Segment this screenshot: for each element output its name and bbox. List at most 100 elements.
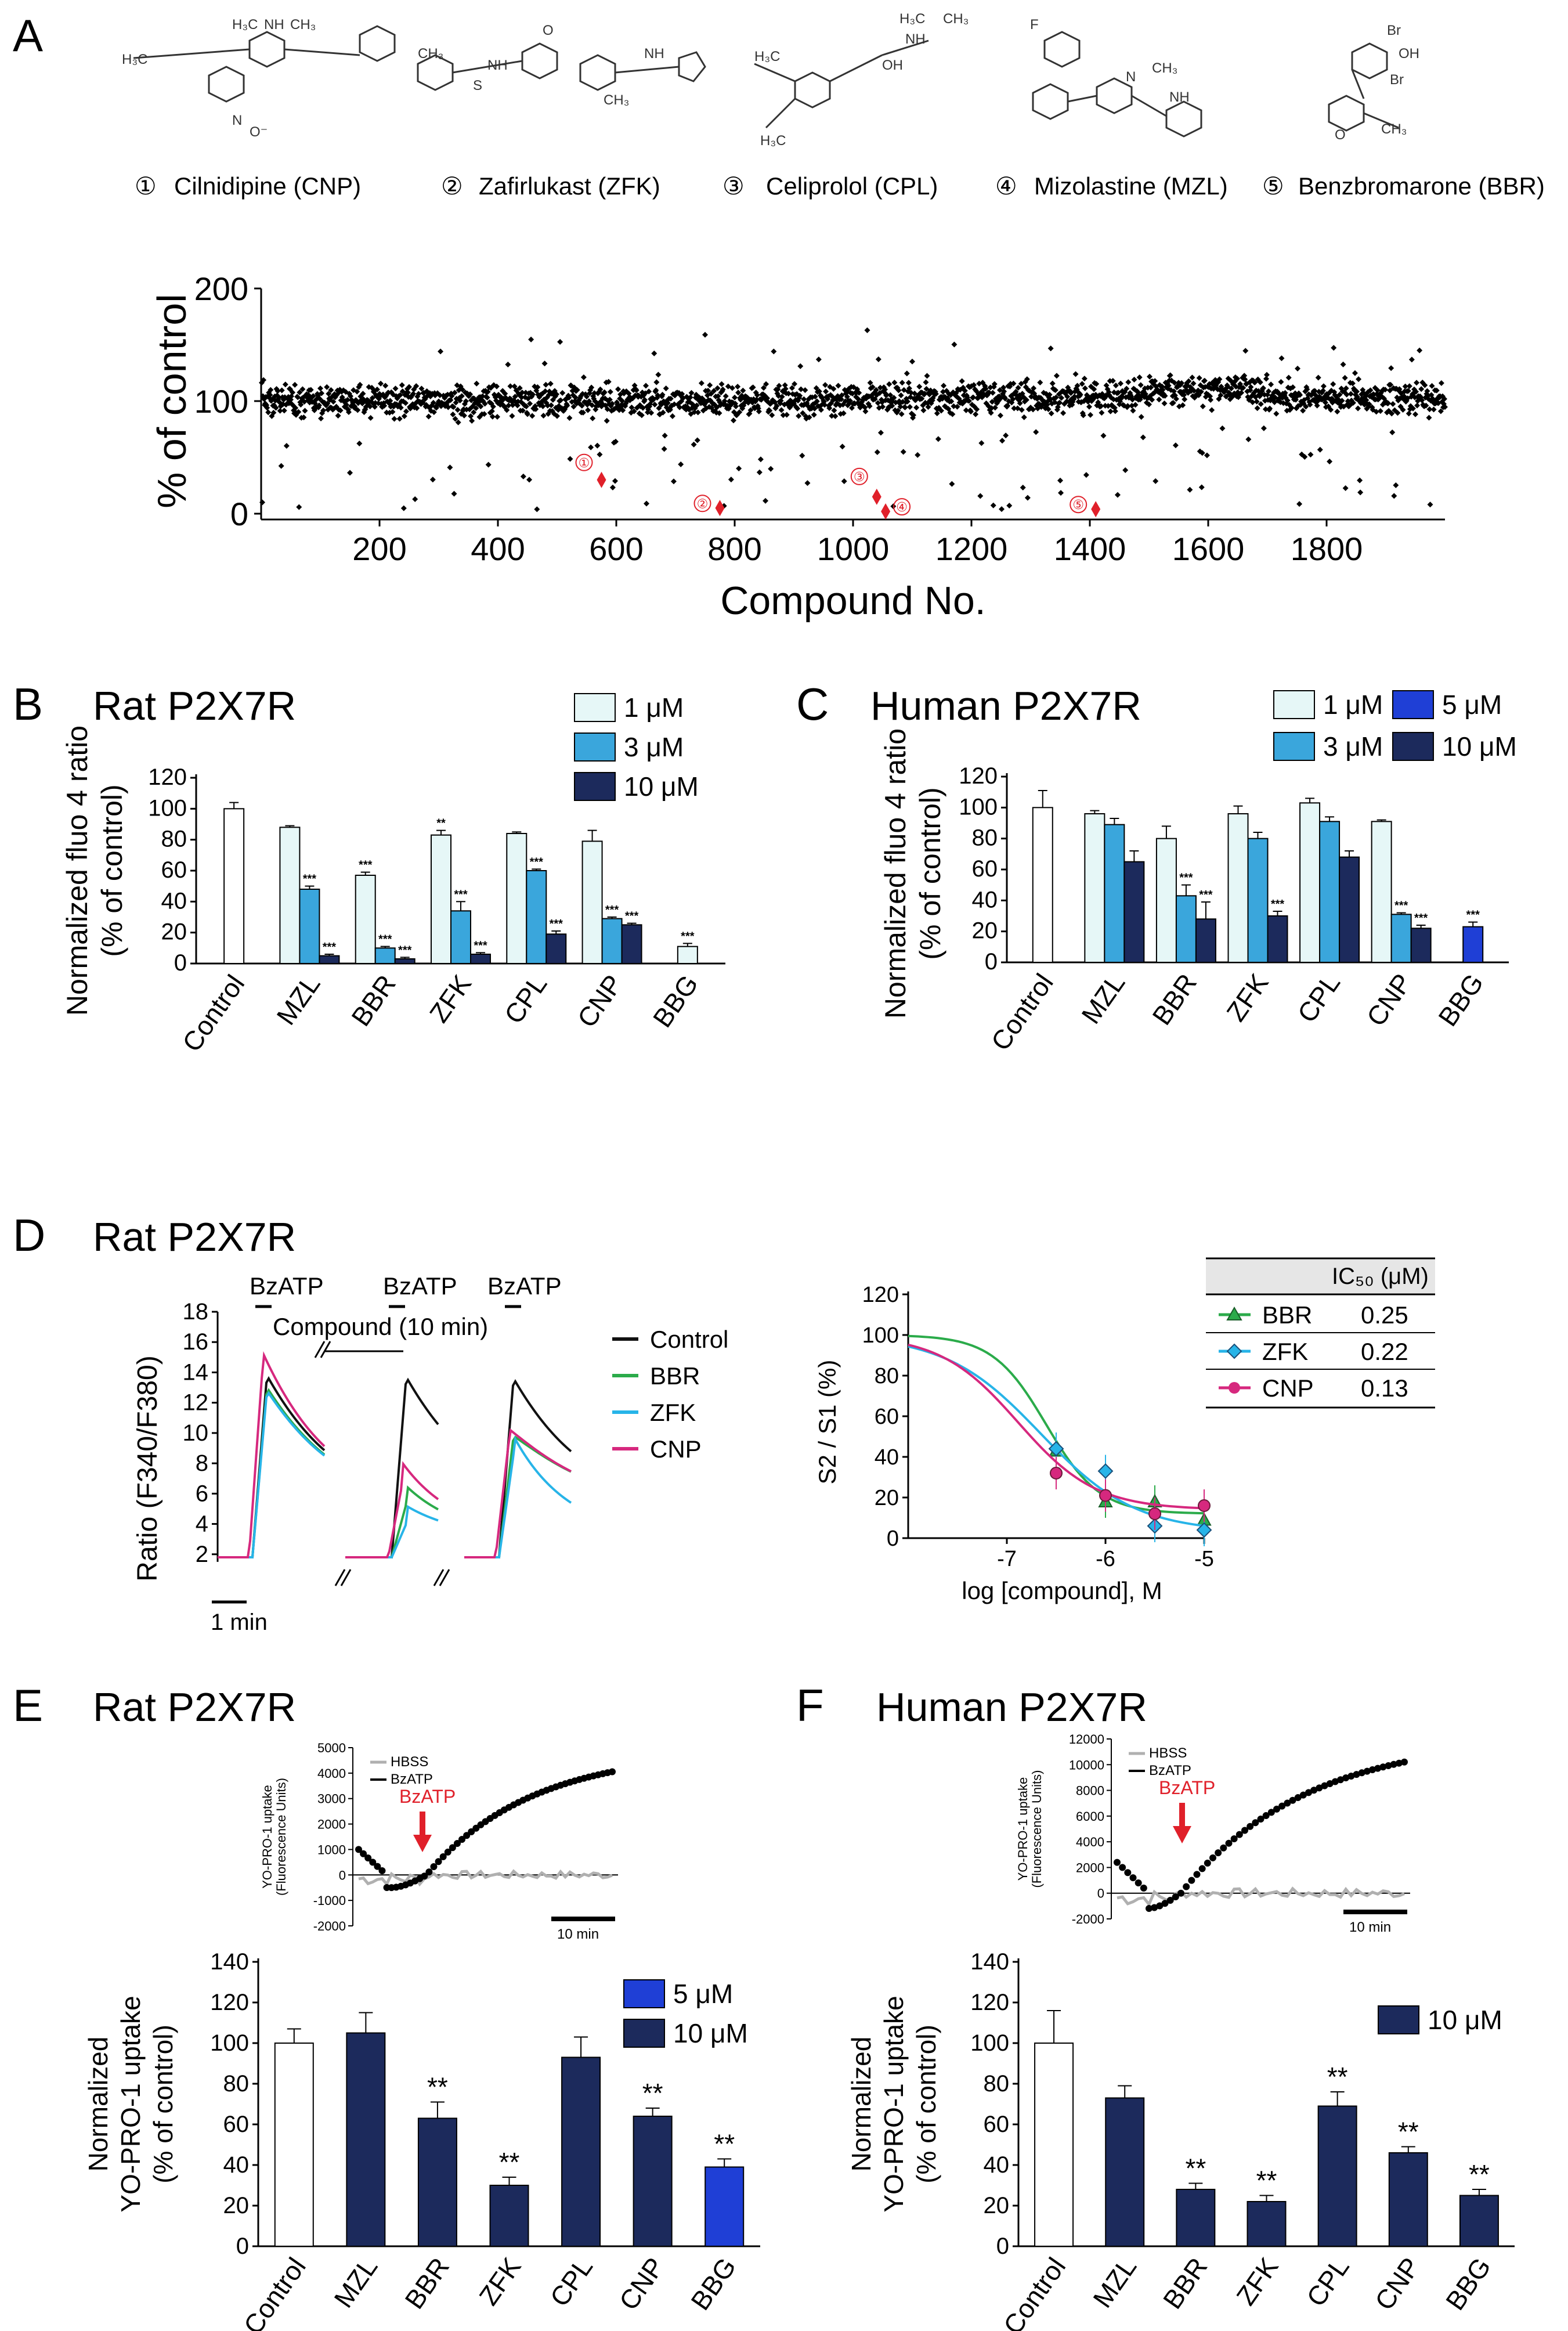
svg-text:O: O (1335, 127, 1346, 143)
y-axis-title: Normalized (846, 2037, 876, 2172)
y-tick-label: 120 (210, 1990, 249, 2015)
trace-line (464, 1428, 572, 1558)
bar (545, 933, 567, 965)
y-tick-label: 80 (984, 2071, 1010, 2097)
significance-label: *** (454, 888, 468, 901)
y-tick-label: 40 (875, 1445, 899, 1470)
significance-label: *** (625, 910, 639, 923)
y-tick-label: 120 (970, 1990, 1009, 2015)
y-tick-label: 60 (972, 856, 998, 882)
category-label: MZL (270, 969, 326, 1030)
legend-label: 5 μM (1442, 690, 1502, 720)
category-label: Control (237, 2252, 312, 2331)
y-tick-label: 4000 (1076, 1835, 1104, 1849)
significance-label: *** (681, 930, 695, 943)
significance-label: *** (378, 933, 392, 946)
stimulus-arrow-icon (413, 1812, 432, 1852)
significance-label: ** (1398, 2117, 1419, 2147)
y-tick-label: 5000 (317, 1741, 346, 1755)
bar (1084, 813, 1105, 963)
svg-text:N: N (232, 113, 242, 128)
y-tick-label: 20 (984, 2193, 1010, 2218)
significance-label: ** (499, 2147, 520, 2177)
bar (1176, 2189, 1216, 2247)
axis-break (340, 1569, 352, 1586)
y-tick-label: 100 (862, 1323, 899, 1348)
bar (417, 2117, 457, 2247)
bar (1175, 895, 1197, 964)
svg-text:NH: NH (264, 17, 284, 33)
panel-title-c: Human P2X7R (870, 683, 1141, 728)
compound-label-5: Benzbromarone (BBR) (1298, 172, 1545, 200)
y-tick-label: 40 (972, 887, 998, 912)
svg-text:CH₃: CH₃ (604, 92, 629, 108)
svg-text:NH: NH (1169, 89, 1190, 105)
category-label: CNP (571, 969, 628, 1033)
x-tick-label: -6 (1096, 1547, 1115, 1571)
bar (355, 875, 376, 964)
y-tick-label: 20 (223, 2193, 250, 2218)
y-tick-label: 0 (174, 950, 187, 976)
svg-text:H₃C: H₃C (760, 133, 786, 149)
structure-mzl-icon (1032, 31, 1202, 138)
highlight-label: ② (697, 496, 709, 511)
y-tick-label: 1000 (317, 1842, 346, 1857)
legend-swatch (1392, 732, 1434, 761)
x-tick-label: -7 (997, 1547, 1017, 1571)
data-point (1196, 1522, 1212, 1538)
y-tick-label: 0 (230, 496, 248, 532)
chart-f-bars: 0 20 40 60 80 100 120 140 Control MZL ** BBR ** ZFK **… (846, 1949, 1515, 2331)
y-tick-label: 80 (223, 2071, 250, 2097)
legend-swatch (623, 1979, 665, 2008)
compound-num-1: ① (135, 172, 157, 200)
legend-swatch (574, 733, 616, 762)
legend-label: 10 μM (624, 771, 699, 802)
bzatp-trace (1114, 1758, 1408, 1913)
y-tick-label: -1000 (313, 1893, 346, 1908)
svg-text:NH: NH (644, 46, 664, 62)
y-tick-label: 200 (194, 270, 248, 307)
compound-num-3: ③ (722, 172, 745, 200)
svg-text:CH₃: CH₃ (1381, 121, 1407, 137)
highlight-marker-circle (893, 498, 911, 516)
chart-d-curve: 0 20 40 60 80 100 120 -7 -6 -5 log [compound], M S2… (814, 1257, 1435, 1604)
category-label: MZL (1075, 968, 1130, 1029)
category-label: CPL (1291, 968, 1346, 1028)
category-label: MZL (328, 2252, 383, 2313)
svg-text:N: N (1126, 69, 1136, 85)
highlight-label: ⑤ (1072, 497, 1084, 512)
y-tick-label: 100 (970, 2030, 1009, 2056)
bar (1459, 2195, 1499, 2247)
bar (1104, 824, 1125, 963)
bar (633, 2116, 673, 2247)
data-point (1048, 1441, 1064, 1457)
data-point (1099, 1489, 1112, 1502)
highlight-marker-circle (850, 467, 868, 485)
significance-label: *** (474, 939, 487, 952)
bar (319, 955, 340, 964)
category-label: BBR (1146, 968, 1202, 1030)
y-axis-title: (Fluorescence Units) (274, 1778, 288, 1896)
y-axis-title: Normalized (83, 2037, 113, 2172)
panel-d: D Rat P2X7R 2 4 6 8 10 12 14 16 18 Ratio (F340/F3… (13, 1210, 1435, 1635)
x-tick-label: -5 (1194, 1547, 1214, 1571)
stimulus-label: BzATP (487, 1272, 562, 1300)
y-axis-title: (% of control) (96, 784, 128, 957)
y-tick-label: 140 (970, 1949, 1009, 1975)
y-tick-label: 20 (972, 918, 998, 944)
svg-text:NH: NH (905, 31, 926, 47)
hbss-trace (1117, 1886, 1405, 1907)
compound-label-4: Mizolastine (MZL) (1034, 172, 1228, 200)
arrow-label: BzATP (399, 1786, 456, 1807)
data-point (1097, 1463, 1114, 1479)
structure-cnp-icon (133, 25, 396, 103)
bar (1032, 807, 1053, 964)
bar (1267, 915, 1288, 963)
legend-swatch (1273, 732, 1315, 761)
bar (1390, 914, 1412, 964)
highlight-point (1091, 501, 1101, 518)
chart-e-inset: -2000 -1000 0 1000 2000 3000 4000 5000 YO-PRO-1 … (260, 1741, 618, 1942)
y-tick-label: 4 (196, 1511, 208, 1537)
scale-label: 10 min (557, 1926, 599, 1942)
